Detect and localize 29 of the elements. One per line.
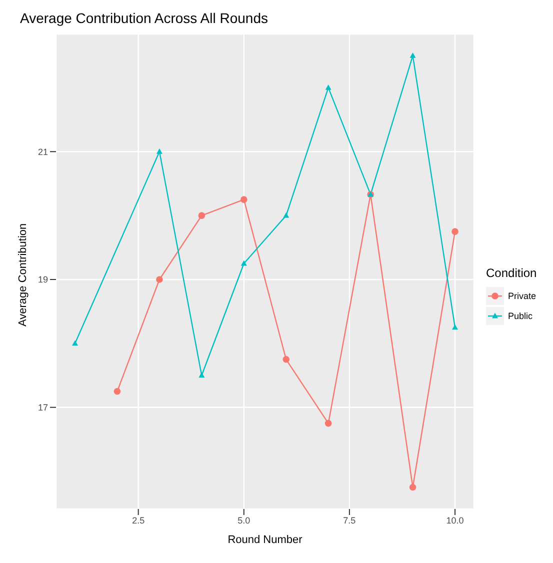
- legend-title: Condition: [486, 266, 537, 280]
- point: [283, 212, 290, 218]
- legend-label: Public: [508, 311, 533, 321]
- point: [198, 372, 205, 378]
- y-tick-label: 21: [38, 146, 48, 157]
- x-tick-label: 2.5: [132, 515, 145, 526]
- point: [452, 324, 458, 330]
- y-axis-title: Average Contribution: [16, 223, 29, 326]
- legend-label: Private: [508, 291, 536, 301]
- point: [114, 388, 121, 395]
- point: [410, 52, 416, 58]
- point: [452, 228, 458, 235]
- point: [156, 148, 162, 154]
- x-axis-title: Round Number: [228, 534, 303, 546]
- point: [240, 196, 248, 203]
- point: [282, 356, 290, 363]
- y-tick-label: 19: [38, 274, 48, 285]
- point: [156, 276, 163, 283]
- x-tick-label: 10.0: [446, 515, 464, 526]
- x-tick-label: 5.0: [238, 515, 250, 526]
- point: [324, 420, 332, 427]
- y-tick-label: 17: [38, 402, 48, 413]
- point: [325, 84, 332, 90]
- point: [240, 260, 247, 266]
- point: [409, 484, 416, 491]
- x-tick-label: 7.5: [343, 515, 356, 526]
- chart-title: Average Contribution Across All Rounds: [20, 10, 268, 26]
- point: [72, 340, 78, 346]
- point: [198, 212, 206, 219]
